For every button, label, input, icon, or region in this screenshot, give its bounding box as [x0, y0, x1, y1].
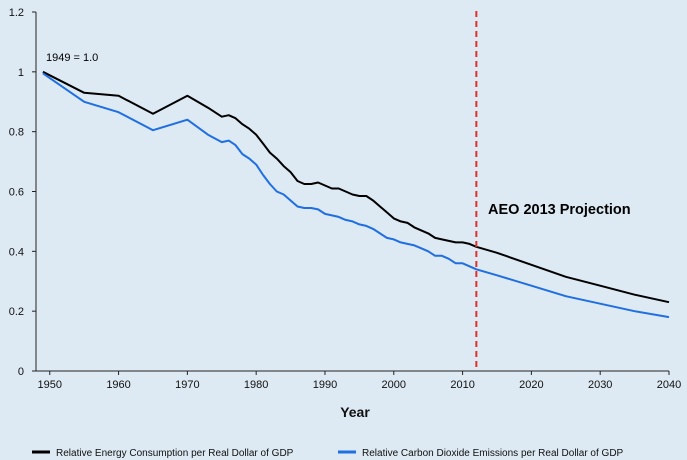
- x-tick-label: 2010: [450, 379, 474, 391]
- y-tick-label: 0.4: [9, 246, 24, 258]
- x-tick-label: 2000: [382, 379, 406, 391]
- series-line-co2: [42, 72, 670, 319]
- series-line-energy: [42, 70, 670, 304]
- y-tick-label: 1.2: [9, 7, 24, 19]
- x-tick-label: 1990: [313, 379, 337, 391]
- x-tick-label: 1970: [175, 379, 199, 391]
- y-tick-label: 1: [18, 67, 24, 79]
- y-tick-label: 0.8: [9, 127, 24, 139]
- projection-label: AEO 2013 Projection: [488, 202, 631, 218]
- x-tick-label: 1950: [38, 379, 62, 391]
- legend: Relative Energy Consumption per Real Dol…: [32, 448, 624, 459]
- x-tick-label: 1960: [106, 379, 130, 391]
- x-axis-title: Year: [340, 404, 370, 420]
- legend-label-co2: Relative Carbon Dioxide Emissions per Re…: [362, 448, 624, 459]
- axes: 0 0.2 0.4 0.6 0.8 1 1.2 1950 1960 1970 1980 1990 200…: [9, 7, 682, 391]
- y-tick-label: 0: [18, 366, 24, 378]
- x-tick-label: 2020: [519, 379, 543, 391]
- series-layer: [42, 70, 670, 319]
- x-tick-label: 2040: [657, 379, 681, 391]
- annotation-layer: AEO 2013 Projection 1949 = 1.0: [46, 11, 631, 371]
- baseline-note: 1949 = 1.0: [46, 52, 98, 64]
- y-tick-label: 0.6: [9, 187, 24, 199]
- y-tick-label: 0.2: [9, 306, 24, 318]
- x-tick-label: 2030: [588, 379, 612, 391]
- legend-label-energy: Relative Energy Consumption per Real Dol…: [56, 448, 294, 459]
- x-tick-label: 1980: [244, 379, 268, 391]
